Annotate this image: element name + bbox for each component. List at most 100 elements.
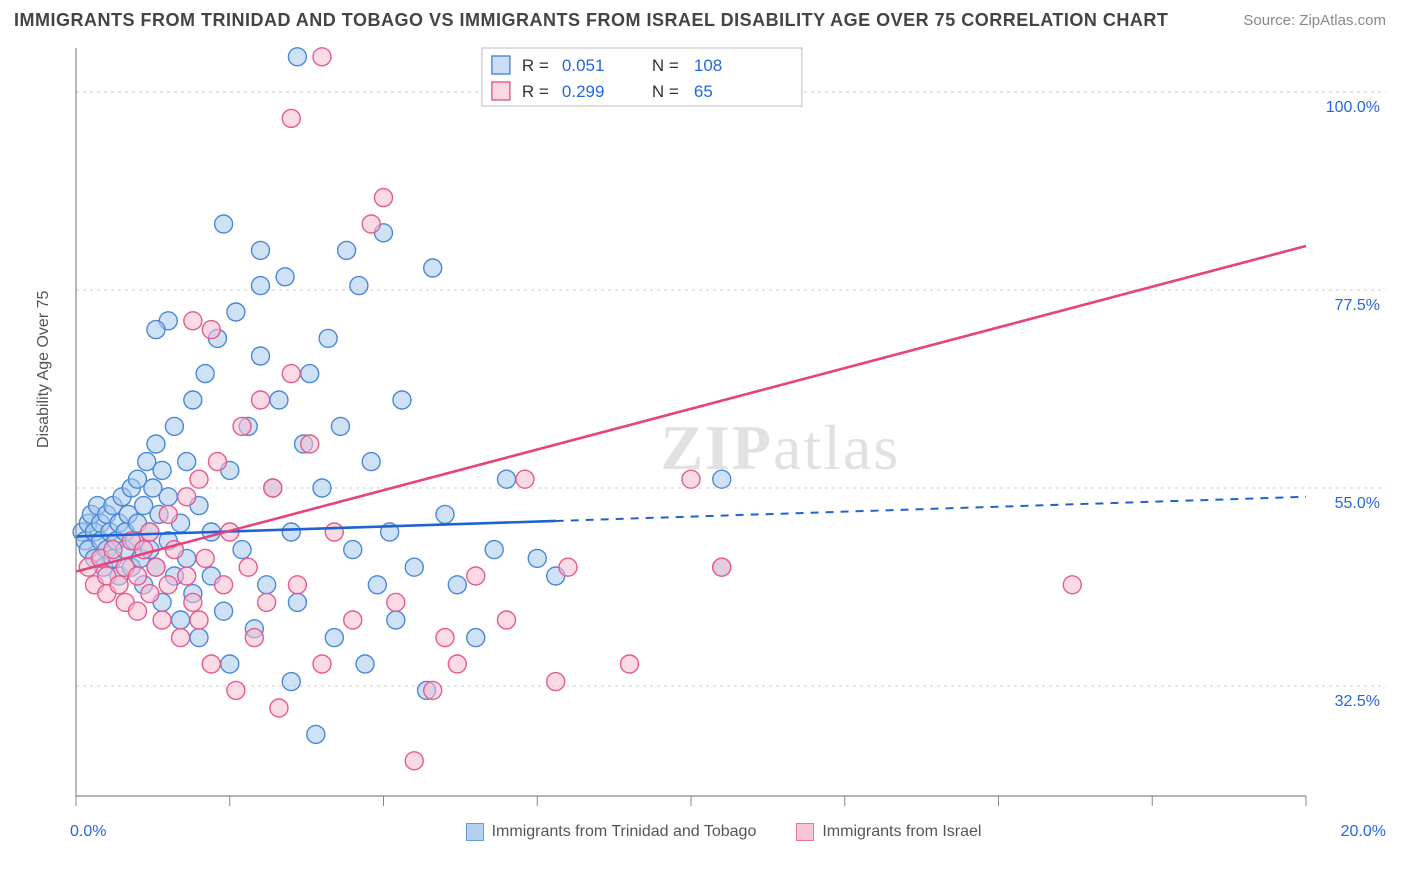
scatter-point-israel <box>516 470 534 488</box>
legend-label: Immigrants from Israel <box>822 823 981 841</box>
scatter-point-trinidad <box>301 365 319 383</box>
scatter-point-trinidad <box>307 725 325 743</box>
scatter-point-israel <box>172 629 190 647</box>
scatter-point-israel <box>424 681 442 699</box>
svg-text:65: 65 <box>694 82 713 101</box>
scatter-point-israel <box>387 593 405 611</box>
scatter-point-trinidad <box>282 673 300 691</box>
scatter-point-israel <box>682 470 700 488</box>
scatter-point-trinidad <box>288 48 306 66</box>
scatter-point-trinidad <box>713 470 731 488</box>
scatter-point-israel <box>498 611 516 629</box>
chart-area: Disability Age Over 75 32.5%55.0%77.5%10… <box>40 44 1386 852</box>
scatter-point-trinidad <box>270 391 288 409</box>
scatter-point-israel <box>178 567 196 585</box>
svg-text:100.0%: 100.0% <box>1326 99 1380 116</box>
scatter-point-trinidad <box>184 391 202 409</box>
scatter-point-israel <box>344 611 362 629</box>
scatter-point-trinidad <box>258 576 276 594</box>
scatter-point-trinidad <box>319 329 337 347</box>
scatter-point-trinidad <box>467 629 485 647</box>
scatter-point-israel <box>110 576 128 594</box>
scatter-point-trinidad <box>405 558 423 576</box>
scatter-point-trinidad <box>368 576 386 594</box>
svg-text:55.0%: 55.0% <box>1335 495 1380 512</box>
y-axis-label: Disability Age Over 75 <box>35 291 53 448</box>
scatter-point-israel <box>215 576 233 594</box>
scatter-point-israel <box>233 417 251 435</box>
scatter-point-israel <box>282 109 300 127</box>
scatter-point-trinidad <box>196 365 214 383</box>
scatter-point-israel <box>362 215 380 233</box>
scatter-point-trinidad <box>350 277 368 295</box>
scatter-point-trinidad <box>252 347 270 365</box>
scatter-point-israel <box>202 321 220 339</box>
scatter-point-trinidad <box>344 541 362 559</box>
scatter-point-israel <box>375 189 393 207</box>
x-axis-zone: 0.0% Immigrants from Trinidad and Tobago… <box>70 812 1386 852</box>
scatter-point-israel <box>436 629 454 647</box>
scatter-point-trinidad <box>325 629 343 647</box>
scatter-point-trinidad <box>252 277 270 295</box>
source-attribution: Source: ZipAtlas.com <box>1243 12 1386 29</box>
scatter-point-trinidad <box>498 470 516 488</box>
scatter-point-israel <box>559 558 577 576</box>
bottom-legend: Immigrants from Trinidad and Tobago Immig… <box>466 823 982 841</box>
scatter-point-trinidad <box>485 541 503 559</box>
scatter-point-israel <box>245 629 263 647</box>
scatter-point-israel <box>1063 576 1081 594</box>
scatter-point-israel <box>282 365 300 383</box>
scatter-point-trinidad <box>233 541 251 559</box>
scatter-point-israel <box>258 593 276 611</box>
scatter-point-trinidad <box>147 435 165 453</box>
scatter-point-trinidad <box>159 488 177 506</box>
svg-text:77.5%: 77.5% <box>1335 297 1380 314</box>
svg-text:R =: R = <box>522 82 549 101</box>
scatter-point-trinidad <box>282 523 300 541</box>
scatter-point-trinidad <box>147 321 165 339</box>
svg-text:32.5%: 32.5% <box>1335 693 1380 710</box>
scatter-plot: 32.5%55.0%77.5%100.0%R = 0.051N = 108R =… <box>70 44 1386 812</box>
scatter-point-israel <box>448 655 466 673</box>
x-axis-min-label: 0.0% <box>70 823 106 841</box>
legend-square-icon <box>796 823 814 841</box>
scatter-point-trinidad <box>153 461 171 479</box>
legend-swatch-israel <box>492 82 510 100</box>
scatter-point-trinidad <box>165 417 183 435</box>
scatter-point-trinidad <box>215 602 233 620</box>
scatter-point-israel <box>313 48 331 66</box>
source-link[interactable]: ZipAtlas.com <box>1299 12 1386 29</box>
scatter-point-trinidad <box>331 417 349 435</box>
legend-swatch-trinidad <box>492 56 510 74</box>
scatter-point-trinidad <box>356 655 374 673</box>
bottom-legend-item-trinidad: Immigrants from Trinidad and Tobago <box>466 823 757 841</box>
scatter-point-trinidad <box>227 303 245 321</box>
scatter-point-trinidad <box>276 268 294 286</box>
scatter-point-trinidad <box>172 611 190 629</box>
scatter-point-israel <box>467 567 485 585</box>
scatter-point-trinidad <box>448 576 466 594</box>
svg-text:108: 108 <box>694 56 722 75</box>
scatter-point-israel <box>159 505 177 523</box>
scatter-point-trinidad <box>528 549 546 567</box>
scatter-point-trinidad <box>338 241 356 259</box>
scatter-point-trinidad <box>313 479 331 497</box>
scatter-point-trinidad <box>424 259 442 277</box>
scatter-point-israel <box>196 549 214 567</box>
scatter-point-israel <box>301 435 319 453</box>
scatter-point-israel <box>202 655 220 673</box>
scatter-point-trinidad <box>362 453 380 471</box>
scatter-point-israel <box>129 602 147 620</box>
scatter-point-israel <box>713 558 731 576</box>
scatter-point-israel <box>313 655 331 673</box>
scatter-point-trinidad <box>387 611 405 629</box>
scatter-point-trinidad <box>190 629 208 647</box>
scatter-point-israel <box>141 523 159 541</box>
scatter-point-israel <box>178 488 196 506</box>
scatter-point-israel <box>405 752 423 770</box>
scatter-point-israel <box>141 585 159 603</box>
scatter-point-trinidad <box>215 215 233 233</box>
bottom-legend-item-israel: Immigrants from Israel <box>796 823 981 841</box>
scatter-point-israel <box>129 567 147 585</box>
scatter-point-israel <box>208 453 226 471</box>
